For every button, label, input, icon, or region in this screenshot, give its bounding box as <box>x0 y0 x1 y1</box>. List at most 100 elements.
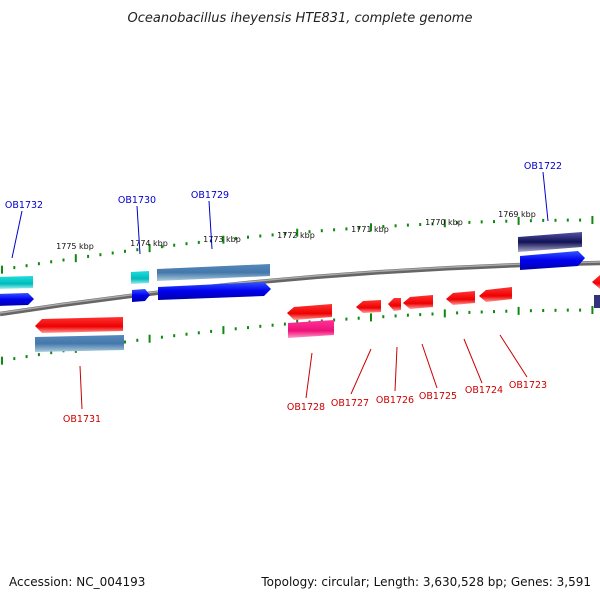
leader-lines-bottom <box>79 334 528 410</box>
gene-label-ob1732[interactable]: OB1732 <box>5 200 43 211</box>
gene-ob1732[interactable] <box>0 276 34 306</box>
bottom-tick-13 <box>160 335 163 339</box>
bottom-tick-31 <box>382 315 385 319</box>
gene-label-ob1726[interactable]: OB1726 <box>376 395 414 406</box>
gene-label-ob1727[interactable]: OB1727 <box>331 398 369 409</box>
topology-text: Topology: circular; Length: 3,630,528 bp… <box>260 575 591 589</box>
top-tick-4 <box>50 260 53 264</box>
top-tick-35 <box>431 222 434 226</box>
top-tick-8 <box>99 253 102 257</box>
gene-label-ob1730[interactable]: OB1730 <box>118 195 156 206</box>
bottom-tick-37 <box>456 311 459 315</box>
gene-ob1723[interactable] <box>479 287 512 302</box>
bottom-tick-48 <box>591 306 594 314</box>
bottom-tick-10 <box>124 340 126 344</box>
top-tick-34 <box>419 223 422 226</box>
gene-ob1725[interactable] <box>403 295 433 309</box>
top-tick-30 <box>370 223 372 232</box>
top-tick-46 <box>566 218 569 222</box>
bottom-tick-46 <box>566 308 569 312</box>
top-tick-40 <box>493 220 495 224</box>
bottom-tick-42 <box>517 306 520 315</box>
scale-label-1769: 1769 kbp <box>498 210 536 219</box>
bottom-tick-29 <box>357 316 360 320</box>
top-tick-36 <box>443 219 446 228</box>
top-tick-37 <box>456 221 459 225</box>
bottom-tick-2 <box>25 355 28 359</box>
bottom-tick-40 <box>493 310 495 314</box>
gene-ob1730[interactable] <box>131 271 150 302</box>
top-tick-6 <box>74 254 77 263</box>
bottom-tick-23 <box>283 322 286 326</box>
genome-backbone <box>0 260 600 317</box>
gene-label-ob1722[interactable]: OB1722 <box>524 161 562 172</box>
bottom-tick-21 <box>259 324 262 328</box>
bottom-tick-47 <box>579 308 582 312</box>
top-tick-5 <box>62 258 65 262</box>
top-tick-48 <box>591 216 594 224</box>
top-tick-11 <box>136 248 139 252</box>
top-tick-15 <box>185 242 188 246</box>
bottom-tick-27 <box>333 318 336 322</box>
top-tick-45 <box>554 218 557 222</box>
top-tick-23 <box>283 232 286 236</box>
gene-ob1731[interactable] <box>35 317 124 352</box>
top-tick-27 <box>333 228 336 232</box>
bottom-tick-22 <box>271 323 274 327</box>
scale-label-1773: 1773 kbp <box>203 235 241 244</box>
gene-edge-right[interactable] <box>592 275 600 308</box>
bottom-tick-0 <box>1 356 3 365</box>
gene-ob1726[interactable] <box>388 298 401 311</box>
top-tick-18 <box>222 235 225 244</box>
scale-ticks-top <box>1 216 594 274</box>
gene-ob1727[interactable] <box>356 300 381 313</box>
bottom-tick-19 <box>234 327 237 331</box>
top-tick-39 <box>480 220 483 224</box>
bottom-tick-28 <box>345 317 348 321</box>
gene-label-ob1728[interactable]: OB1728 <box>287 402 325 413</box>
top-tick-47 <box>579 218 582 222</box>
gene-ob1722[interactable] <box>518 232 585 270</box>
scale-label-1775: 1775 kbp <box>56 242 94 251</box>
bottom-tick-17 <box>210 329 213 333</box>
top-tick-2 <box>25 264 28 268</box>
bottom-tick-45 <box>554 308 557 312</box>
top-tick-21 <box>259 234 262 238</box>
gene-label-ob1729[interactable]: OB1729 <box>191 190 229 201</box>
top-tick-19 <box>234 236 237 240</box>
top-tick-43 <box>529 219 532 223</box>
top-tick-9 <box>111 251 114 255</box>
scale-label-1774: 1774 kbp <box>130 239 168 248</box>
top-tick-26 <box>320 229 323 233</box>
top-tick-12 <box>148 244 151 253</box>
gene-label-ob1724[interactable]: OB1724 <box>465 385 503 396</box>
gene-ob1729[interactable] <box>157 264 271 300</box>
gene-label-ob1731[interactable]: OB1731 <box>63 414 101 425</box>
top-tick-38 <box>468 220 471 224</box>
gene-label-ob1725[interactable]: OB1725 <box>419 391 457 402</box>
top-tick-25 <box>308 230 311 234</box>
top-tick-20 <box>247 235 249 239</box>
leader-lines-top <box>11 171 549 259</box>
top-tick-14 <box>173 243 176 247</box>
bottom-tick-43 <box>529 309 532 313</box>
gene-ob1724[interactable] <box>446 291 475 305</box>
scale-label-1772: 1772 kbp <box>277 231 315 240</box>
top-tick-32 <box>394 224 397 228</box>
top-tick-41 <box>505 219 508 223</box>
gene-label-ob1723[interactable]: OB1723 <box>509 380 547 391</box>
gene-ob1728[interactable] <box>287 304 334 338</box>
bottom-tick-18 <box>222 326 225 335</box>
bottom-tick-4 <box>50 351 53 355</box>
bottom-tick-30 <box>370 313 372 322</box>
scale-label-1770: 1770 kbp <box>425 218 463 227</box>
top-tick-28 <box>345 227 348 231</box>
bottom-tick-14 <box>173 334 176 338</box>
bottom-tick-38 <box>468 310 471 314</box>
top-tick-22 <box>271 233 274 237</box>
top-tick-13 <box>160 245 163 249</box>
bottom-tick-44 <box>542 309 545 312</box>
bottom-tick-11 <box>136 338 139 342</box>
top-tick-3 <box>37 262 40 266</box>
bottom-tick-3 <box>37 353 40 357</box>
